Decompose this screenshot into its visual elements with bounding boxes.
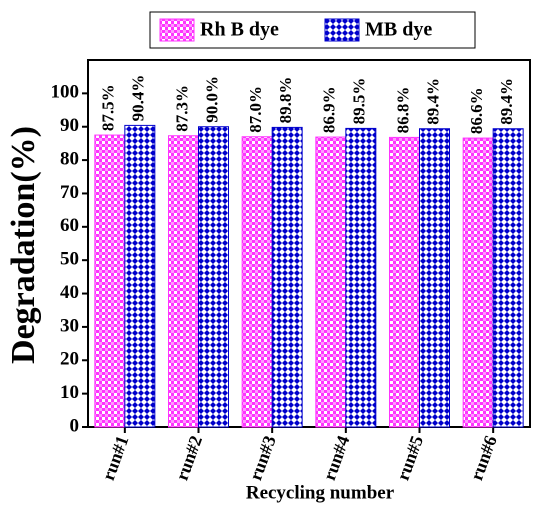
bar [168,135,199,428]
x-tick-label: run#3 [245,433,280,483]
y-axis-title: Degradation(%) [5,126,42,364]
value-label: 89.5% [350,78,369,125]
x-tick-label: run#6 [466,433,501,483]
x-tick-label: run#5 [393,433,428,483]
bar [241,136,273,428]
y-tick-label: 50 [60,249,79,270]
value-label: 90.0% [202,76,221,123]
y-tick-label: 40 [60,282,79,303]
legend-swatch [324,18,360,42]
y-tick-label: 10 [60,382,79,403]
y-tick-label: 70 [60,182,79,203]
plot-frame [87,59,531,428]
bar [124,124,156,428]
legend-label: Rh B dye [200,19,279,41]
x-tick-label: run#2 [172,433,207,483]
legend-swatch [159,18,195,42]
value-label: 89.4% [423,78,442,125]
legend-label: MB dye [365,19,432,41]
y-tick-label: 30 [60,315,79,336]
y-tick-label: 90 [60,115,79,136]
value-label: 89.8% [276,77,295,124]
value-label: 87.0% [246,86,265,133]
bar [345,127,377,428]
bar [271,126,303,428]
value-label: 89.4% [497,78,516,125]
y-tick-label: 20 [60,349,79,370]
value-label: 87.5% [99,84,118,131]
value-label: 86.8% [393,87,412,134]
y-tick-label: 0 [70,415,80,436]
legend-box [149,11,476,49]
value-label: 86.9% [320,86,339,133]
bar [315,136,347,428]
y-tick-label: 100 [51,82,80,103]
bar [198,126,229,428]
x-tick-label: run#4 [319,433,354,483]
x-tick-label: run#1 [98,433,133,483]
value-label: 90.4% [129,75,148,122]
value-label: 86.6% [467,87,486,134]
value-label: 87.3% [172,85,191,132]
bar [419,128,450,428]
y-tick-label: 80 [60,148,79,169]
y-tick-label: 60 [60,215,79,236]
bar [462,137,494,428]
x-axis-title: Recycling number [246,482,395,503]
bar [94,134,126,428]
bar [389,136,420,428]
bar [492,128,524,428]
